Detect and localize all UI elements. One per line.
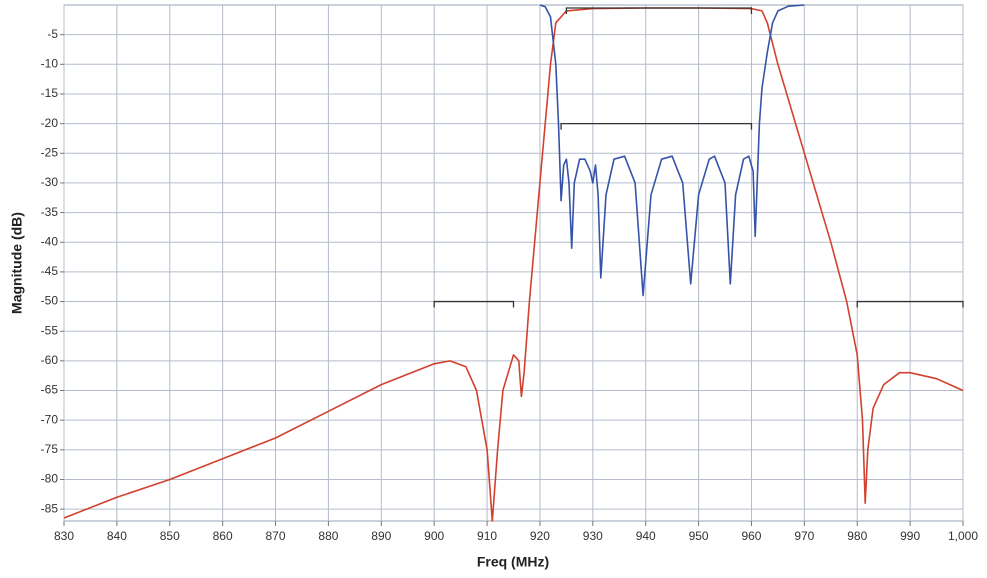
y-tick-label: -25 (41, 145, 59, 159)
y-tick-label: -65 (41, 383, 59, 397)
y-tick-label: -35 (41, 205, 59, 219)
y-tick-label: -5 (47, 27, 58, 41)
x-tick-label: 960 (741, 529, 761, 543)
x-tick-label: 880 (318, 529, 338, 543)
x-tick-label: 910 (477, 529, 497, 543)
spec-mask (433, 300, 515, 308)
x-tick-label: 870 (266, 529, 286, 543)
y-tick-label: -30 (41, 175, 59, 189)
y-tick-label: -85 (41, 501, 59, 515)
x-tick-label: 890 (371, 529, 391, 543)
y-tick-label: -55 (41, 323, 59, 337)
spec-mask (560, 122, 753, 130)
x-tick-label: 930 (583, 529, 603, 543)
x-tick-label: 980 (847, 529, 867, 543)
y-tick-label: -75 (41, 442, 59, 456)
x-tick-label: 900 (424, 529, 444, 543)
y-tick-label: -70 (41, 412, 59, 426)
y-tick-label: -45 (41, 264, 59, 278)
x-tick-label: 840 (107, 529, 127, 543)
x-tick-label: 940 (636, 529, 656, 543)
plot-area (63, 4, 964, 522)
y-tick-label: -40 (41, 234, 59, 248)
x-tick-label: 850 (160, 529, 180, 543)
x-tick-label: 970 (794, 529, 814, 543)
spec-mask (565, 7, 753, 14)
y-tick-label: -10 (41, 56, 59, 70)
y-tick-label: -15 (41, 86, 59, 100)
x-tick-label: 990 (900, 529, 920, 543)
x-tick-label: 860 (213, 529, 233, 543)
spec-mask (856, 300, 964, 308)
x-tick-label: 950 (689, 529, 709, 543)
y-tick-label: -60 (41, 353, 59, 367)
x-tick-label: 920 (530, 529, 550, 543)
y-axis-title: Magnitude (dB) (9, 212, 25, 314)
y-tick-label: -80 (41, 472, 59, 486)
x-tick-label: 1,000 (948, 529, 978, 543)
y-tick-label: -20 (41, 116, 59, 130)
series-line (539, 4, 805, 297)
y-tick-label: -50 (41, 294, 59, 308)
x-axis-title: Freq (MHz) (477, 554, 549, 570)
x-tick-label: 830 (54, 529, 74, 543)
